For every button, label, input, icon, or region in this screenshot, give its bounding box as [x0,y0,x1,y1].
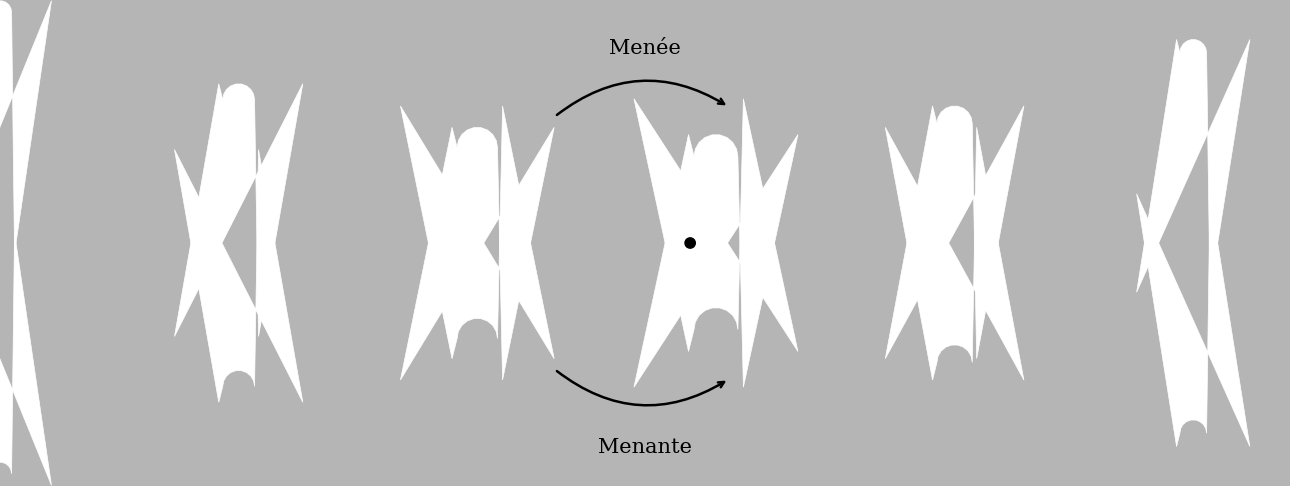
Polygon shape [400,106,555,359]
Text: Menée: Menée [609,39,681,58]
Polygon shape [0,0,52,253]
Polygon shape [0,233,52,486]
Polygon shape [174,150,303,402]
Polygon shape [1136,194,1250,447]
Polygon shape [400,127,555,380]
Polygon shape [885,127,1024,380]
Polygon shape [1136,39,1250,292]
Polygon shape [885,106,1024,359]
Text: Menante: Menante [599,437,691,457]
Polygon shape [633,99,799,351]
Circle shape [685,238,695,248]
Polygon shape [174,84,303,336]
Polygon shape [633,135,799,387]
